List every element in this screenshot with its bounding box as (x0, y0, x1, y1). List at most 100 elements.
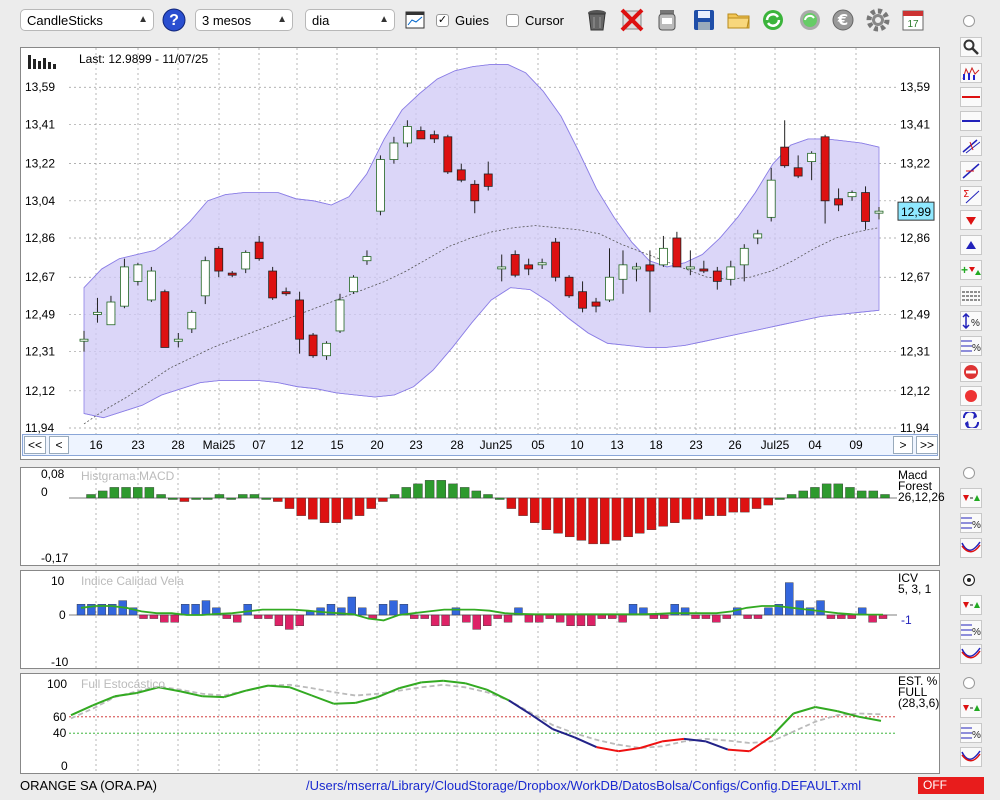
stochastic-k-segment (815, 706, 838, 713)
icv-panel[interactable]: 10 0 -10 Indice Calidad Vela ICV 5, 3, 1 -… (20, 570, 940, 669)
zoom-icon[interactable] (960, 37, 982, 57)
nav-next-button[interactable]: > (893, 436, 913, 454)
candle-down (645, 264, 655, 272)
jar-icon[interactable] (654, 7, 680, 33)
folder-icon[interactable] (726, 7, 752, 33)
chart-type-select[interactable]: CandleSticks ▲ (20, 9, 154, 31)
icv-bar-negative (503, 614, 513, 623)
macd-bar-negative (506, 497, 517, 509)
icv-bar-positive (76, 604, 86, 616)
lines-list-icon[interactable] (960, 286, 982, 306)
nav-first-button[interactable]: << (24, 436, 46, 454)
macd-bar-positive (261, 497, 271, 500)
interval-select[interactable]: dia ▲ (305, 9, 395, 31)
euro-icon[interactable]: € (830, 7, 856, 33)
panel-radio-macd[interactable] (963, 467, 975, 479)
y-tick-left: 11,94 (25, 421, 54, 435)
icv-chart: 10 0 -10 (51, 571, 897, 668)
calendar-icon[interactable]: 17 (900, 7, 926, 33)
refresh-icon[interactable] (760, 7, 786, 33)
delete-icon[interactable] (619, 7, 645, 33)
macd-bar-negative (565, 497, 575, 538)
icv-bar-negative (555, 614, 565, 623)
macd-bar-negative (623, 497, 633, 538)
swap-icon[interactable] (960, 410, 982, 430)
horizontal-line-blue-icon[interactable] (960, 111, 982, 131)
panel-radio-stoch[interactable] (963, 677, 975, 689)
record-icon[interactable] (960, 386, 982, 406)
icv-bar-negative (576, 614, 586, 627)
help-icon[interactable]: ? (161, 7, 187, 33)
panel-radio-icv[interactable] (963, 574, 975, 586)
macd-bar-positive (459, 487, 470, 499)
candle-up (807, 152, 817, 162)
x-tick-label: 18 (649, 438, 663, 452)
icv-bar-negative (170, 614, 179, 623)
macd-bar-negative (646, 497, 657, 530)
macd-bar-positive (168, 497, 178, 500)
lines-percent-icon[interactable]: % (960, 620, 982, 640)
x-tick-label: 15 (330, 438, 344, 452)
save-icon[interactable] (691, 7, 717, 33)
oscillator-curves-icon[interactable] (960, 747, 982, 767)
indicator-window-icon[interactable] (402, 7, 428, 33)
icv-bar-negative (222, 614, 232, 619)
price-chart-panel[interactable]: 13,59 13,59 13,41 13,41 13,22 13,22 13,04 13,04… (20, 47, 940, 460)
chart-overlay-icon[interactable] (960, 63, 982, 83)
move-arrows-icon[interactable] (960, 698, 982, 718)
candle-down (699, 268, 709, 272)
icv-bar-negative (649, 614, 659, 619)
scale-percent-icon[interactable]: % (960, 311, 982, 331)
macd-bar-negative (518, 497, 528, 516)
nav-prev-button[interactable]: < (49, 436, 69, 454)
move-arrows-icon[interactable] (960, 488, 982, 508)
lines-percent-icon[interactable]: % (960, 336, 982, 356)
period-select[interactable]: 3 mesos ▲ (195, 9, 293, 31)
icv-bar-negative (545, 614, 554, 619)
svg-text:€: € (837, 11, 848, 29)
y-tick-left: 13,59 (25, 80, 55, 94)
macd-bar-negative (273, 497, 283, 502)
svg-text:%: % (971, 318, 980, 329)
refresh-alt-icon[interactable] (797, 7, 823, 33)
fibonacci-icon[interactable]: Σ (960, 186, 982, 206)
nav-last-button[interactable]: >> (916, 436, 938, 454)
stochastic-k-segment (661, 737, 685, 743)
arrow-up-icon[interactable] (960, 235, 982, 255)
macd-bar-positive (401, 487, 411, 499)
candle-down (672, 237, 682, 268)
move-arrows-icon[interactable] (960, 595, 982, 615)
arrow-down-icon[interactable] (960, 210, 982, 230)
no-entry-icon[interactable] (960, 362, 982, 382)
macd-bar-positive (249, 494, 260, 499)
trendline-icon[interactable] (960, 161, 982, 181)
icv-bar-positive (337, 607, 346, 616)
horizontal-line-red-icon[interactable] (960, 87, 982, 107)
gear-icon[interactable] (865, 7, 891, 33)
x-tick-label: Jun25 (479, 438, 513, 452)
macd-bar-positive (109, 487, 120, 499)
lines-percent-icon[interactable]: % (960, 723, 982, 743)
icv-bar-negative (295, 614, 304, 627)
macd-panel[interactable]: 0,08 0 -0,17 Histgrama MACD Macd Forest 26… (20, 467, 945, 566)
panel-radio-top[interactable] (963, 15, 975, 27)
add-arrows-icon[interactable]: + (960, 260, 982, 280)
oscillator-curves-icon[interactable] (960, 538, 982, 558)
icv-bar-negative (160, 614, 169, 623)
status-off-badge[interactable]: OFF (918, 777, 984, 794)
cursor-checkbox[interactable] (506, 14, 519, 27)
guides-checkbox[interactable]: ✓ (436, 14, 449, 27)
stochastic-panel[interactable]: 100 60 40 0 Full Estocástico EST. % FULL (2… (20, 673, 940, 774)
bars-icon[interactable] (28, 53, 58, 72)
oscillator-curves-icon[interactable] (960, 644, 982, 664)
trash-icon[interactable] (584, 7, 610, 33)
lines-percent-icon[interactable]: % (960, 513, 982, 533)
icv-bar-negative (139, 614, 148, 619)
config-path-link[interactable]: /Users/mserra/Library/CloudStorage/Dropb… (306, 778, 862, 793)
icv-bar-positive (326, 604, 336, 616)
macd-bar-negative (366, 497, 376, 509)
channel-icon[interactable] (960, 136, 982, 156)
candle-up (497, 266, 507, 270)
icv-bar-negative (826, 614, 836, 619)
